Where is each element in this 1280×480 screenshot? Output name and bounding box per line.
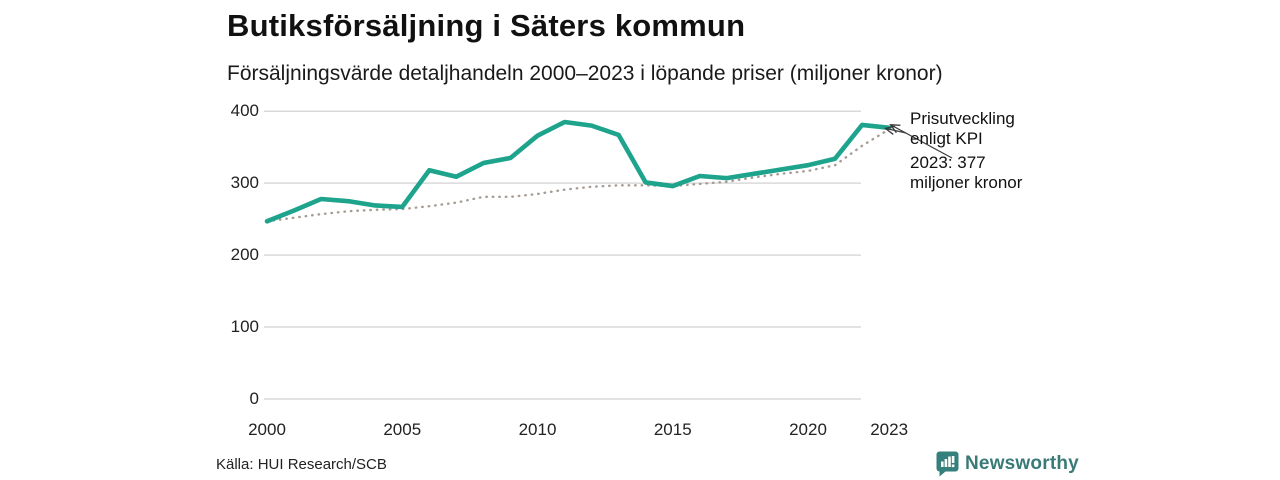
annotation-2023-value: 2023: 377 miljoner kronor bbox=[910, 153, 1022, 192]
annotation-kpi-line1: Prisutveckling bbox=[910, 109, 1015, 128]
x-tick-label-2010: 2010 bbox=[518, 420, 557, 439]
data-series-lines bbox=[264, 119, 892, 224]
gridlines bbox=[264, 110, 861, 400]
x-tick-label-2005: 2005 bbox=[383, 420, 422, 439]
brand-logo: Newsworthy bbox=[936, 451, 1079, 477]
y-tick-label-0: 0 bbox=[249, 389, 259, 408]
y-tick-label-200: 200 bbox=[230, 245, 259, 265]
annotation-value-line2: miljoner kronor bbox=[910, 172, 1023, 192]
x-tick-label-2000: 2000 bbox=[248, 420, 286, 439]
kpi-price-development-line bbox=[265, 128, 891, 223]
chart-annotation: Prisutveckling enligt KPI 2023: 377 milj… bbox=[910, 109, 1022, 197]
chart-subtitle: Försäljningsvärde detaljhandeln 2000–202… bbox=[227, 62, 943, 85]
y-tick-label-400: 400 bbox=[230, 101, 259, 121]
page-title: Butiksförsäljning i Säters kommun bbox=[227, 8, 746, 43]
source-credit: Källa: HUI Research/SCB bbox=[216, 456, 387, 473]
x-tick-label-2023: 2023 bbox=[870, 420, 909, 439]
sales-value-line bbox=[264, 119, 892, 224]
y-tick-label-300: 300 bbox=[230, 173, 259, 193]
annotation-kpi-line2: enligt KPI bbox=[910, 128, 983, 148]
x-tick-label-2020: 2020 bbox=[789, 420, 827, 439]
annotation-arrow-kpi bbox=[886, 129, 907, 134]
annotation-kpi-label: Prisutveckling enligt KPI bbox=[910, 109, 1022, 148]
x-tick-label-2015: 2015 bbox=[653, 420, 692, 439]
newsworthy-bar-chart-bubble-icon bbox=[936, 451, 959, 477]
annotation-value-line1: 2023: 377 bbox=[910, 153, 986, 172]
brand-name: Newsworthy bbox=[965, 453, 1079, 474]
y-tick-label-100: 100 bbox=[230, 317, 259, 337]
